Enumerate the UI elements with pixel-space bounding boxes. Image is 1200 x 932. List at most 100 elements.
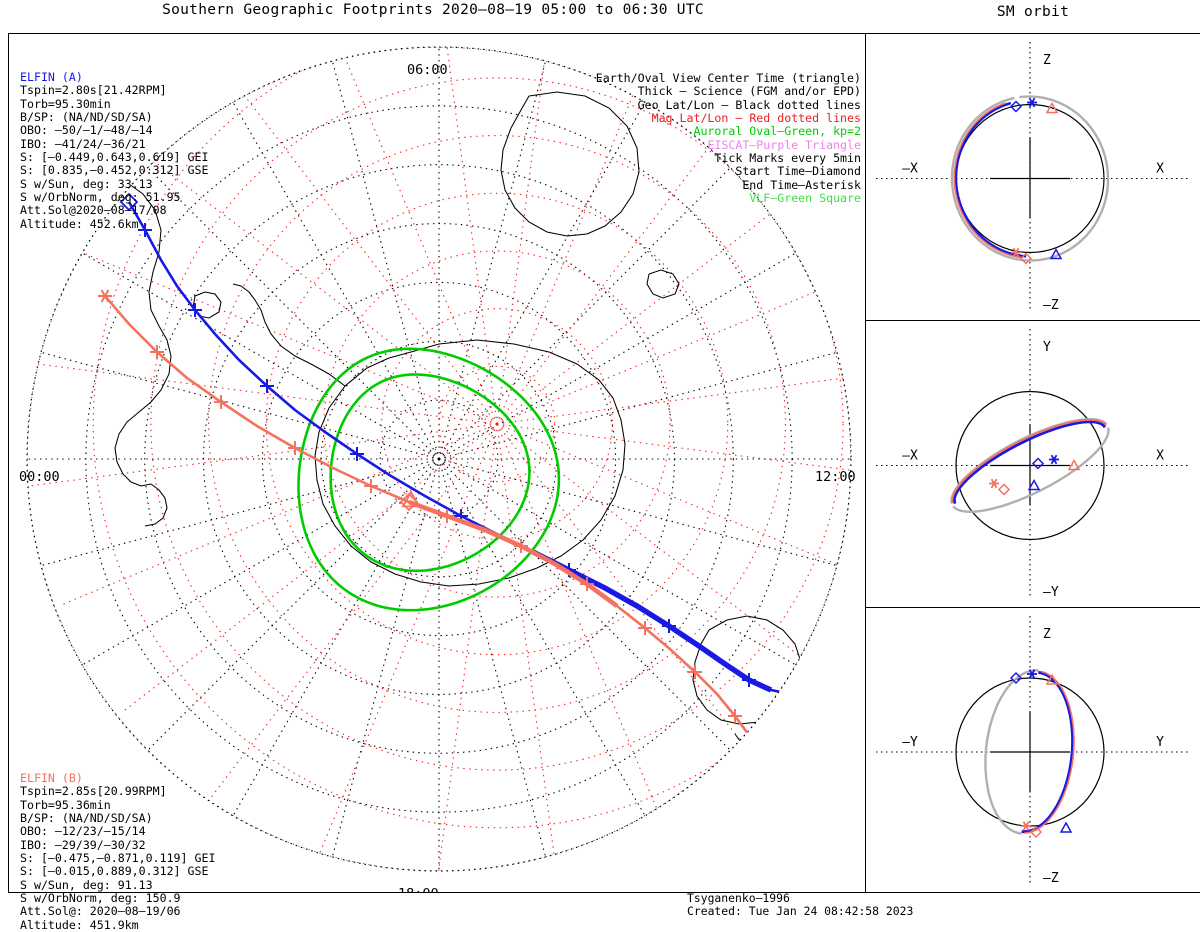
polar-map-svg: 06:00 12:00 18:00 00:00 <box>19 46 856 892</box>
infoB-line: IBO: –29/39/–30/32 <box>20 837 146 852</box>
mag-lon-spoke <box>314 47 498 425</box>
sm-xy-svg: –X X Y –Y <box>876 329 1188 600</box>
end-time-asterisk <box>802 685 812 699</box>
view-center-triangle <box>401 490 421 508</box>
sm-axis-label: –Z <box>1043 871 1059 886</box>
legend-block: Earth/Oval View Center Time (triangle) Th… <box>595 71 861 205</box>
sm-end-asterisk <box>1012 247 1020 258</box>
sm-orbit-title: SM orbit <box>996 4 1070 20</box>
coastline <box>692 615 802 725</box>
legend-line: Start Time–Diamond <box>735 164 861 179</box>
mag-lon-spoke <box>315 423 498 863</box>
mag-lon-spoke <box>496 423 680 862</box>
elfin-b-polyline <box>104 295 765 759</box>
sm-axis-label: Y <box>1156 735 1164 750</box>
legend-line: Auroral Oval–Green, kp=2 <box>693 124 861 139</box>
geo-lon-spoke <box>438 458 838 567</box>
coastline <box>144 483 168 527</box>
sm-orbit-arc <box>950 418 1108 504</box>
view-center-triangle <box>785 684 805 702</box>
mag-lon-spoke <box>496 423 851 486</box>
geo-lat-ring <box>144 164 734 754</box>
sm-orbit-arc <box>984 669 1039 835</box>
infoA-line: S: [0.835,–0.452,0.312] GSE <box>20 163 209 178</box>
earth-circle <box>955 390 1105 541</box>
sm-start-diamond <box>1029 825 1043 839</box>
infoA-line: Torb=95.30min <box>20 96 111 111</box>
mag-lon-spoke <box>27 362 498 425</box>
mag-lat-ring <box>208 135 786 713</box>
infoB-line: S: [–0.475,–0.871,0.119] GEI <box>20 851 216 866</box>
infoA-line: IBO: –41/24/–36/21 <box>20 136 146 151</box>
sm-center-triangle <box>1049 247 1063 260</box>
geo-lon-spoke <box>40 351 440 460</box>
elfin-b-info: ELFIN (B) Tspin=2.85s[20.99RPM] Torb=95.36… <box>20 771 216 932</box>
geo-lon-spoke <box>438 60 547 460</box>
infoB-line: Altitude: 451.9km <box>20 917 139 932</box>
sm-panel-yz: –Y Y Z –Z <box>866 607 1200 893</box>
sm-start-diamond <box>1019 252 1033 265</box>
infoA-line: Altitude: 452.6km <box>20 216 139 231</box>
coastline <box>232 283 262 311</box>
geo-lon-spoke <box>331 60 440 460</box>
sm-axis-label: –Z <box>1043 298 1059 313</box>
sm-panel-xz: –X X Z –Z <box>866 33 1200 320</box>
infoA-line: S w/OrbNorm, deg: 51.95 <box>20 190 181 205</box>
legend-line: EISCAT–Purple Triangle <box>707 137 861 152</box>
start-time-diamond <box>119 192 139 212</box>
legend-line: Earth/Oval View Center Time (triangle) <box>595 71 861 85</box>
mag-lon-spoke <box>121 423 498 714</box>
polar-map-panel: 06:00 12:00 18:00 00:00 ELFIN (A)Tspin=2.80… <box>8 33 913 932</box>
credit-line: Created: Tue Jan 24 08:42:58 2023 <box>687 904 914 919</box>
mlt-hour-label: 12:00 <box>815 469 856 485</box>
legend-line: End Time–Asterisk <box>742 177 861 192</box>
mag-lon-spoke <box>496 241 851 425</box>
sm-center-triangle <box>1059 821 1073 833</box>
legend-line: Geo Lat/Lon – Black dotted lines <box>637 97 861 112</box>
sm-center-triangle <box>1045 101 1059 114</box>
sm-axis-label: –X <box>902 162 918 177</box>
geo-lon-spoke <box>438 167 731 460</box>
sm-end-asterisk <box>1028 97 1036 108</box>
sm-orbit-arc <box>1019 95 1110 262</box>
sm-orbit-group <box>950 418 1110 513</box>
sm-markers <box>1009 97 1063 265</box>
sm-center-triangle <box>1045 673 1059 685</box>
mag-lon-spoke <box>496 361 851 425</box>
infoA-header: ELFIN (A) <box>20 70 83 84</box>
elfin-b-science-segment <box>408 499 619 608</box>
infoB-line: S: [–0.015,0.889,0.312] GSE <box>20 864 209 879</box>
sm-yz-svg: –Y Y Z –Z <box>876 616 1188 886</box>
elfin-a-track <box>119 192 814 702</box>
sm-orbit-arc <box>950 96 1031 262</box>
auroral-oval-inner <box>329 373 531 573</box>
geo-lon-spoke <box>147 458 440 751</box>
auroral-oval-outer <box>297 347 561 612</box>
coastline <box>730 733 754 825</box>
sm-markers <box>989 454 1081 496</box>
coastline <box>500 91 640 237</box>
sm-end-asterisk <box>1050 454 1058 465</box>
legend-line: Mag Lat/Lon – Red dotted lines <box>651 111 861 126</box>
infoA-line: S: [–0.449,0.643,0.619] GEI <box>20 150 209 165</box>
sm-center-triangle <box>1027 478 1041 491</box>
geo-lat-ring <box>261 281 617 637</box>
mag-lon-spoke <box>496 423 851 606</box>
infoA-line: OBO: –50/–1/–48/–14 <box>20 123 153 138</box>
elfin-b-track <box>98 289 765 759</box>
mlt-hour-label: 00:00 <box>19 469 60 485</box>
sm-axis-label: –Y <box>1043 585 1059 600</box>
sm-orbit-group <box>950 95 1110 262</box>
end-time-asterisk <box>100 289 110 303</box>
coastline <box>114 183 172 487</box>
mag-lon-spoke <box>496 423 787 800</box>
sm-start-diamond <box>1009 100 1023 113</box>
infoA-line: S w/Sun, deg: 33.13 <box>20 176 153 191</box>
coastline <box>260 309 346 387</box>
mag-lat-ring <box>323 250 671 598</box>
footprint-plot: Southern Geographic Footprints 2020–08–1… <box>8 2 1200 932</box>
infoB-line: S w/Sun, deg: 91.13 <box>20 877 153 892</box>
sm-end-asterisk <box>990 478 998 489</box>
mag-lat-ring <box>265 192 729 656</box>
sm-start-diamond <box>997 483 1011 496</box>
